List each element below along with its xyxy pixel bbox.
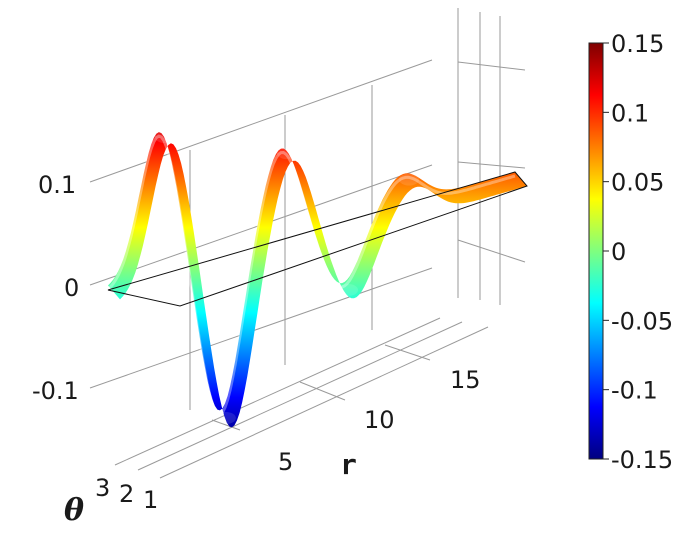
zero-plane-outline [107,171,528,307]
z-tick-label: 0 [64,274,79,302]
surface-peak [154,131,175,144]
theta-tick-label: 1 [143,486,158,514]
surface-peak [399,173,420,186]
colorbar-tick-label: 0 [611,238,626,266]
surface-body [108,132,527,428]
r-tick-label: 15 [450,366,481,394]
r-tick-label: 5 [278,448,293,476]
colorbar-tick-label: 0.1 [611,99,649,127]
r-tick-label: 10 [364,406,395,434]
surface-highlight [106,134,516,417]
r-axis-label: r [340,448,357,481]
colorbar-tick-label: -0.1 [611,377,658,405]
colorbar-tick-label: -0.15 [611,446,673,474]
colorbar-tick-label: 0.15 [611,30,664,58]
surface [106,131,528,428]
colorbar: 0.15 0.1 0.05 0 -0.05 -0.1 -0.15 [588,30,673,474]
z-tick-label: -0.1 [32,377,79,405]
surface-peak [276,147,297,160]
colorbar-tick-label: 0.05 [611,169,664,197]
theta-axis-label: θ [64,493,84,528]
colorbar-tick-label: -0.05 [611,307,673,335]
colorbar-gradient [588,42,604,460]
surface-trough [215,412,236,425]
grid-lines [89,8,526,479]
theta-tick-label: 3 [95,474,110,502]
z-tick-label: 0.1 [38,171,76,199]
theta-tick-label: 2 [119,480,134,508]
surface-trough [338,283,359,296]
